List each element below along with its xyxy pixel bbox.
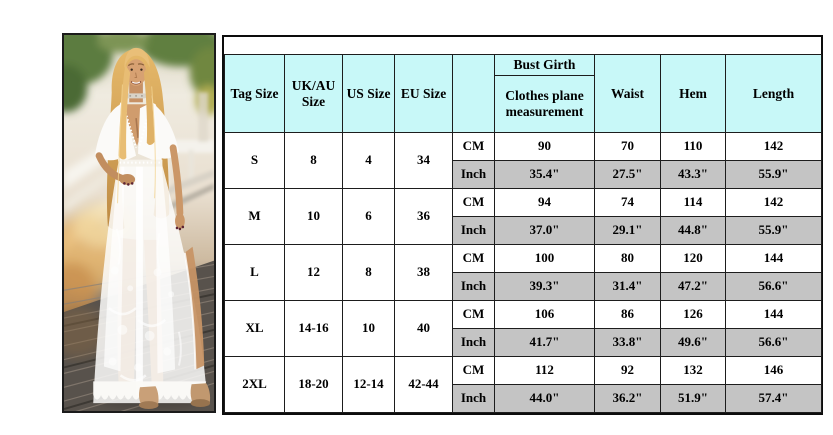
eu-size-cell: 38 (394, 244, 453, 301)
hem-cm-value: 132 (660, 356, 726, 385)
hem-inch-value: 51.9" (660, 384, 726, 413)
table-row: M 10 6 36 CM 94 74 114 142 (224, 188, 822, 245)
unit-cm-label: CM (452, 188, 495, 217)
model-in-white-lace-dress-illustration (64, 35, 214, 411)
waist-inch-value: 36.2" (594, 384, 661, 413)
ukau-size-cell: 12 (284, 244, 343, 301)
bust-inch-value: 39.3" (494, 272, 595, 301)
bust-inch-value: 35.4" (494, 160, 595, 189)
header-unit-blank (452, 54, 495, 133)
waist-inch-value: 29.1" (594, 216, 661, 245)
ukau-size-cell: 18-20 (284, 356, 343, 413)
table-top-strip (224, 37, 821, 54)
us-size-cell: 4 (342, 132, 395, 189)
length-cm-value: 144 (725, 300, 822, 329)
unit-inch-label: Inch (452, 216, 495, 245)
bust-cm-value: 100 (494, 244, 595, 273)
header-tag-size: Tag Size (224, 54, 285, 133)
table-row: Inch 44.0" 36.2" 51.9" 57.4" (225, 384, 822, 413)
hem-cm-value: 114 (660, 188, 726, 217)
table-row: Inch 41.7" 33.8" 49.6" 56.6" (225, 328, 822, 357)
header-length: Length (725, 54, 822, 133)
waist-inch-value: 33.8" (594, 328, 661, 357)
header-ukau-size: UK/AU Size (284, 54, 343, 133)
header-hem: Hem (660, 54, 726, 133)
length-inch-value: 57.4" (725, 384, 822, 413)
unit-inch-label: Inch (452, 328, 495, 357)
waist-inch-value: 31.4" (594, 272, 661, 301)
us-size-cell: 6 (342, 188, 395, 245)
bust-cm-value: 112 (494, 356, 595, 385)
unit-cm-label: CM (452, 356, 495, 385)
header-waist: Waist (594, 54, 661, 133)
table-row: S 8 4 34 CM 90 70 110 142 (224, 132, 822, 189)
header-us-size: US Size (342, 54, 395, 133)
waist-cm-value: 92 (594, 356, 661, 385)
bust-cm-value: 90 (494, 132, 595, 161)
product-photo (62, 33, 216, 413)
length-inch-value: 56.6" (725, 328, 822, 357)
eu-size-cell: 40 (394, 300, 453, 357)
table-row: Inch 35.4" 27.5" 43.3" 55.9" (225, 160, 822, 189)
us-size-cell: 10 (342, 300, 395, 357)
size-chart-panel: Tag Size UK/AU Size US Size EU Size Bust… (222, 35, 823, 415)
ukau-size-cell: 10 (284, 188, 343, 245)
length-inch-value: 55.9" (725, 160, 822, 189)
table-row: 2XL 18-20 12-14 42-44 CM 112 92 132 146 (224, 356, 822, 413)
table-row: Inch 37.0" 29.1" 44.8" 55.9" (225, 216, 822, 245)
hem-cm-value: 126 (660, 300, 726, 329)
header-bust-subtitle: Clothes plane measurement (494, 75, 595, 133)
unit-inch-label: Inch (452, 384, 495, 413)
unit-inch-label: Inch (452, 160, 495, 189)
hem-cm-value: 120 (660, 244, 726, 273)
bust-cm-value: 106 (494, 300, 595, 329)
waist-inch-value: 27.5" (594, 160, 661, 189)
hem-inch-value: 49.6" (660, 328, 726, 357)
eu-size-cell: 34 (394, 132, 453, 189)
waist-cm-value: 80 (594, 244, 661, 273)
unit-cm-label: CM (452, 300, 495, 329)
length-cm-value: 146 (725, 356, 822, 385)
unit-cm-label: CM (452, 132, 495, 161)
unit-cm-label: CM (452, 244, 495, 273)
waist-cm-value: 86 (594, 300, 661, 329)
eu-size-cell: 36 (394, 188, 453, 245)
length-cm-value: 142 (725, 132, 822, 161)
hem-inch-value: 43.3" (660, 160, 726, 189)
table-row: XL 14-16 10 40 CM 106 86 126 144 (224, 300, 822, 357)
size-chart-table: Tag Size UK/AU Size US Size EU Size Bust… (224, 54, 822, 413)
waist-cm-value: 74 (594, 188, 661, 217)
unit-inch-label: Inch (452, 272, 495, 301)
ukau-size-cell: 14-16 (284, 300, 343, 357)
length-cm-value: 142 (725, 188, 822, 217)
eu-size-cell: 42-44 (394, 356, 453, 413)
tag-size-cell: 2XL (224, 356, 285, 413)
hem-inch-value: 47.2" (660, 272, 726, 301)
us-size-cell: 12-14 (342, 356, 395, 413)
bust-inch-value: 37.0" (494, 216, 595, 245)
header-eu-size: EU Size (394, 54, 453, 133)
length-inch-value: 55.9" (725, 216, 822, 245)
bust-inch-value: 41.7" (494, 328, 595, 357)
tag-size-cell: M (224, 188, 285, 245)
table-row: L 12 8 38 CM 100 80 120 144 (224, 244, 822, 301)
length-cm-value: 144 (725, 244, 822, 273)
hem-inch-value: 44.8" (660, 216, 726, 245)
tag-size-cell: S (224, 132, 285, 189)
bust-inch-value: 44.0" (494, 384, 595, 413)
header-subrow: Clothes plane measurement (225, 75, 822, 133)
hem-cm-value: 110 (660, 132, 726, 161)
tag-size-cell: L (224, 244, 285, 301)
ukau-size-cell: 8 (284, 132, 343, 189)
bust-cm-value: 94 (494, 188, 595, 217)
table-row: Inch 39.3" 31.4" 47.2" 56.6" (225, 272, 822, 301)
waist-cm-value: 70 (594, 132, 661, 161)
header-row: Tag Size UK/AU Size US Size EU Size Bust… (224, 54, 822, 133)
header-bust-girth: Bust Girth (494, 54, 595, 76)
tag-size-cell: XL (224, 300, 285, 357)
us-size-cell: 8 (342, 244, 395, 301)
length-inch-value: 56.6" (725, 272, 822, 301)
